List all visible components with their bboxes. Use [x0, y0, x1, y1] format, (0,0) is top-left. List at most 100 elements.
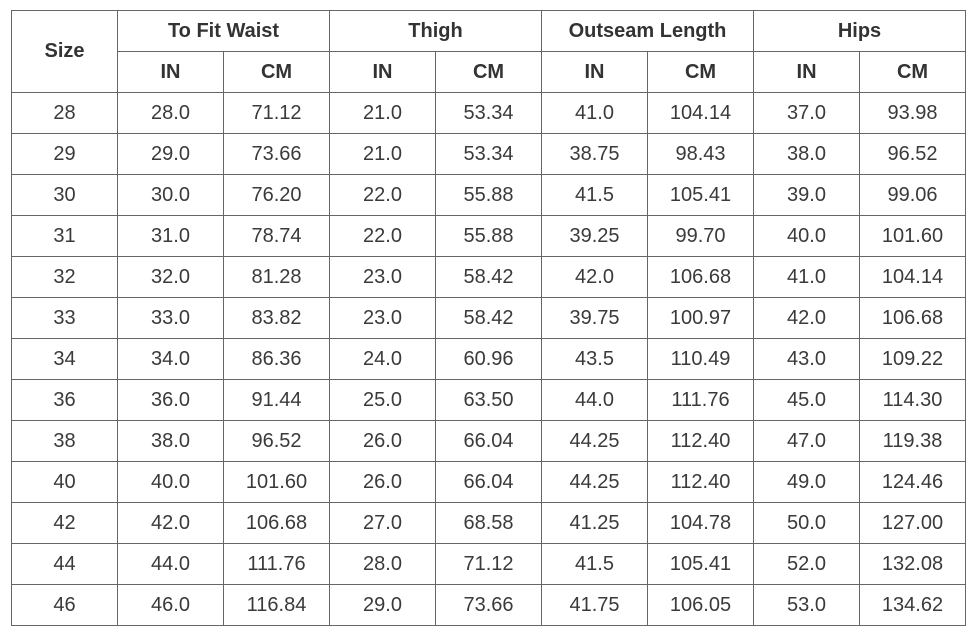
cell-thigh-in: 26.0 [329, 461, 436, 503]
cell-hips-in: 43.0 [753, 338, 861, 380]
cell-waist-in: 28.0 [117, 92, 224, 134]
cell-outseam-in: 41.75 [541, 584, 648, 626]
cell-thigh-in: 22.0 [329, 174, 436, 216]
cell-outseam-in: 38.75 [541, 133, 648, 175]
cell-waist-cm: 78.74 [223, 215, 330, 257]
group-header-hips: Hips [753, 10, 967, 52]
cell-waist-in: 46.0 [117, 584, 224, 626]
cell-thigh-cm: 55.88 [435, 174, 542, 216]
cell-size: 32 [11, 256, 118, 298]
cell-thigh-cm: 58.42 [435, 256, 542, 298]
cell-waist-in: 40.0 [117, 461, 224, 503]
group-header-waist: To Fit Waist [117, 10, 330, 52]
cell-size: 36 [11, 379, 118, 421]
cell-outseam-in: 44.25 [541, 461, 648, 503]
cell-waist-in: 42.0 [117, 502, 224, 544]
cell-waist-cm: 86.36 [223, 338, 330, 380]
cell-outseam-in: 39.75 [541, 297, 648, 339]
cell-size: 31 [11, 215, 118, 257]
size-chart-table: Size To Fit Waist Thigh Outseam Length H… [11, 10, 967, 626]
cell-thigh-cm: 58.42 [435, 297, 542, 339]
cell-hips-in: 42.0 [753, 297, 861, 339]
cell-outseam-cm: 99.70 [646, 215, 755, 257]
cell-size: 42 [11, 502, 118, 544]
table-row: 30 30.0 76.20 22.0 55.88 41.5 105.41 39.0 99.06 [11, 174, 967, 216]
cell-thigh-in: 26.0 [329, 420, 436, 462]
cell-size: 44 [11, 543, 118, 585]
cell-thigh-in: 21.0 [329, 133, 436, 175]
cell-hips-in: 40.0 [753, 215, 861, 257]
table-row: 31 31.0 78.74 22.0 55.88 39.25 99.70 40.0 101.60 [11, 215, 967, 257]
table-row: 38 38.0 96.52 26.0 66.04 44.25 112.40 47.0 119.3… [11, 420, 967, 462]
unit-header-waist-in: IN [117, 51, 224, 93]
cell-waist-in: 44.0 [117, 543, 224, 585]
cell-outseam-cm: 110.49 [646, 338, 755, 380]
cell-outseam-in: 41.5 [541, 543, 648, 585]
cell-size: 38 [11, 420, 118, 462]
cell-hips-cm: 134.62 [859, 584, 967, 626]
cell-thigh-in: 28.0 [329, 543, 436, 585]
cell-outseam-cm: 100.97 [646, 297, 755, 339]
unit-header-waist-cm: CM [223, 51, 330, 93]
table-row: 46 46.0 116.84 29.0 73.66 41.75 106.05 53.0 134.… [11, 584, 967, 626]
cell-outseam-in: 41.25 [541, 502, 648, 544]
cell-waist-cm: 91.44 [223, 379, 330, 421]
cell-thigh-cm: 55.88 [435, 215, 542, 257]
cell-hips-in: 45.0 [753, 379, 861, 421]
table-row: 34 34.0 86.36 24.0 60.96 43.5 110.49 43.0 109.22 [11, 338, 967, 380]
table-row: 40 40.0 101.60 26.0 66.04 44.25 112.40 49.0 124.… [11, 461, 967, 503]
cell-hips-cm: 96.52 [859, 133, 967, 175]
cell-hips-cm: 104.14 [859, 256, 967, 298]
cell-hips-in: 41.0 [753, 256, 861, 298]
header-row-units: IN CM IN CM IN CM IN CM [12, 51, 967, 93]
cell-thigh-in: 25.0 [329, 379, 436, 421]
cell-thigh-in: 29.0 [329, 584, 436, 626]
cell-outseam-in: 41.0 [541, 92, 648, 134]
cell-thigh-cm: 53.34 [435, 92, 542, 134]
cell-waist-in: 34.0 [117, 338, 224, 380]
cell-waist-cm: 106.68 [223, 502, 330, 544]
cell-thigh-cm: 73.66 [435, 584, 542, 626]
cell-waist-cm: 73.66 [223, 133, 330, 175]
cell-hips-in: 52.0 [753, 543, 861, 585]
cell-hips-cm: 99.06 [859, 174, 967, 216]
header-row-groups: Size To Fit Waist Thigh Outseam Length H… [11, 10, 967, 93]
table-row: 36 36.0 91.44 25.0 63.50 44.0 111.76 45.0 114.30 [11, 379, 967, 421]
cell-waist-in: 32.0 [117, 256, 224, 298]
cell-waist-in: 36.0 [117, 379, 224, 421]
cell-thigh-in: 21.0 [329, 92, 436, 134]
cell-waist-cm: 83.82 [223, 297, 330, 339]
group-header-outseam: Outseam Length [540, 10, 755, 52]
cell-thigh-in: 27.0 [329, 502, 436, 544]
unit-header-hips-in: IN [753, 51, 861, 93]
cell-thigh-cm: 68.58 [435, 502, 542, 544]
cell-hips-in: 49.0 [753, 461, 861, 503]
cell-size: 46 [11, 584, 118, 626]
cell-thigh-in: 23.0 [329, 256, 436, 298]
cell-waist-cm: 81.28 [223, 256, 330, 298]
cell-waist-cm: 116.84 [223, 584, 330, 626]
cell-hips-cm: 132.08 [859, 543, 967, 585]
cell-outseam-cm: 98.43 [646, 133, 755, 175]
cell-outseam-cm: 111.76 [646, 379, 755, 421]
cell-waist-cm: 111.76 [223, 543, 330, 585]
cell-outseam-cm: 106.05 [646, 584, 755, 626]
table-row: 33 33.0 83.82 23.0 58.42 39.75 100.97 42.0 106.6… [11, 297, 967, 339]
cell-waist-cm: 71.12 [223, 92, 330, 134]
cell-outseam-in: 44.0 [541, 379, 648, 421]
cell-waist-in: 31.0 [117, 215, 224, 257]
cell-size: 40 [11, 461, 118, 503]
cell-outseam-in: 42.0 [541, 256, 648, 298]
cell-hips-cm: 119.38 [859, 420, 967, 462]
table-header: Size To Fit Waist Thigh Outseam Length H… [11, 10, 967, 93]
cell-outseam-cm: 112.40 [646, 461, 755, 503]
cell-outseam-cm: 105.41 [646, 543, 755, 585]
cell-waist-in: 29.0 [117, 133, 224, 175]
cell-hips-in: 53.0 [753, 584, 861, 626]
cell-outseam-cm: 112.40 [646, 420, 755, 462]
cell-hips-cm: 127.00 [859, 502, 967, 544]
cell-hips-in: 38.0 [753, 133, 861, 175]
cell-outseam-in: 44.25 [541, 420, 648, 462]
cell-thigh-cm: 66.04 [435, 420, 542, 462]
cell-waist-cm: 96.52 [223, 420, 330, 462]
